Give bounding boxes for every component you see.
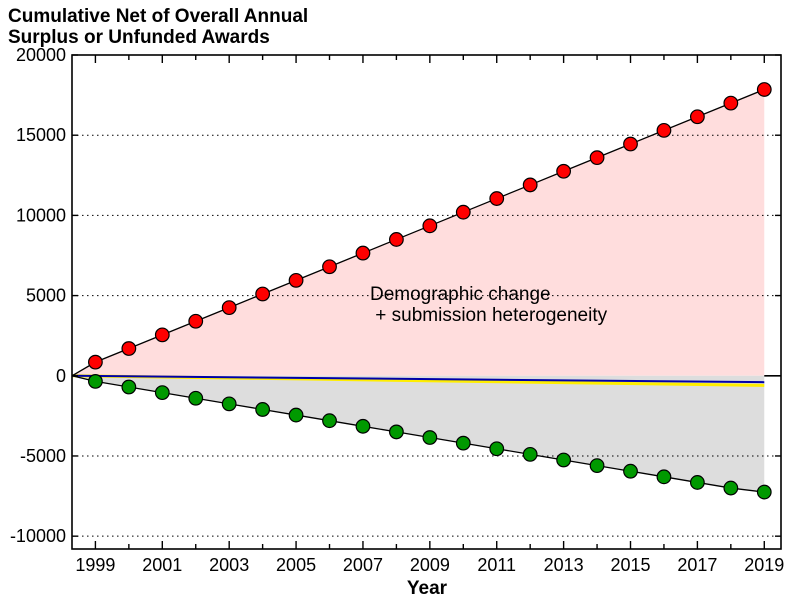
unfunded-point-16 [623, 463, 638, 479]
x-tick-label-7: 2013 [544, 555, 584, 575]
unfunded-point-0 [88, 373, 103, 389]
unfunded-point-15 [589, 458, 605, 473]
surplus-point-19 [723, 95, 739, 111]
unfunded-point-12 [489, 441, 505, 457]
y-tick-label-3: 5000 [26, 286, 66, 306]
surplus-point-3 [188, 313, 204, 329]
surplus-point-9 [389, 232, 404, 247]
y-tick-label-5: -5000 [20, 446, 66, 466]
unfunded-point-5 [255, 402, 271, 417]
annotation-line-1: Demographic change [370, 284, 551, 305]
surplus-point-20 [756, 82, 772, 97]
unfunded-point-4 [221, 396, 237, 412]
annotation-line-2: + submission heterogeneity [370, 305, 608, 326]
surplus-point-4 [221, 300, 237, 316]
chart-title: Cumulative Net of Overall Annual Surplus… [8, 6, 308, 48]
y-tick-label-2: 10000 [16, 205, 66, 225]
unfunded-point-13 [522, 446, 538, 462]
unfunded-point-17 [656, 469, 672, 485]
x-tick-label-2: 2003 [209, 555, 249, 575]
plot-frame [71, 54, 782, 550]
x-tick-label-10: 2019 [744, 555, 784, 575]
unfunded-point-9 [389, 424, 404, 440]
surplus-point-17 [656, 122, 672, 138]
unfunded-point-1 [121, 379, 137, 395]
y-tick-label-1: 15000 [16, 125, 66, 145]
unfunded-point-10 [422, 430, 438, 445]
surplus-point-14 [556, 163, 572, 179]
surplus-point-10 [422, 218, 438, 234]
surplus-point-7 [322, 259, 337, 275]
unfunded-point-19 [723, 480, 739, 496]
chart-title-line-1: Cumulative Net of Overall Annual [8, 6, 308, 27]
unfunded-point-6 [288, 407, 304, 423]
x-tick-label-1: 2001 [142, 555, 182, 575]
surplus-point-12 [489, 191, 505, 206]
unfunded-point-14 [556, 452, 572, 468]
y-tick-label-6: -10000 [10, 526, 66, 546]
x-tick-label-8: 2015 [610, 555, 650, 575]
x-tick-label-0: 1999 [75, 555, 115, 575]
surplus-point-18 [689, 109, 705, 125]
surplus-point-11 [455, 204, 471, 220]
surplus-line [71, 88, 765, 377]
y-tick-label-4: 0 [56, 366, 66, 386]
x-tick-label-4: 2007 [343, 555, 383, 575]
surplus-point-8 [355, 245, 371, 261]
surplus-point-6 [288, 272, 304, 288]
unfunded-point-3 [188, 390, 204, 406]
chart-title-line-2: Surplus or Unfunded Awards [8, 27, 270, 48]
surplus-point-1 [121, 341, 137, 356]
unfunded-point-11 [455, 435, 471, 451]
surplus-point-15 [589, 150, 605, 166]
x-axis-label: Year [407, 578, 448, 599]
surplus-point-16 [623, 136, 638, 152]
y-tick-label-0: 20000 [16, 45, 66, 65]
surplus-point-0 [88, 354, 103, 370]
unfunded-point-20 [756, 484, 772, 500]
unfunded-point-2 [154, 385, 170, 401]
x-tick-label-9: 2017 [677, 555, 717, 575]
unfunded-point-8 [355, 418, 371, 434]
unfunded-point-7 [322, 413, 337, 429]
x-tick-label-5: 2009 [410, 555, 450, 575]
surplus-point-2 [154, 327, 170, 343]
x-tick-label-3: 2005 [276, 555, 316, 575]
blue-line [71, 374, 765, 384]
x-tick-label-6: 2011 [477, 555, 516, 575]
unfunded-line [71, 375, 765, 493]
surplus-point-5 [255, 286, 271, 302]
unfunded-point-18 [689, 475, 705, 490]
chart-annotation: Demographic change + submission heteroge… [370, 284, 608, 326]
surplus-point-13 [522, 177, 538, 193]
